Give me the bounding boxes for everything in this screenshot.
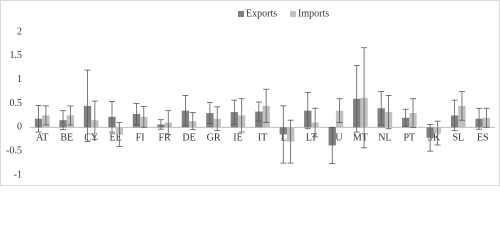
error-bar (206, 102, 213, 124)
x-tick-label: IE (233, 133, 242, 144)
x-tick-label: EE (110, 133, 122, 144)
error-bar (84, 69, 91, 143)
chart: -1 -0.5 0 0.5 1 1.5 2 Exports Imports AT BE CY EE FI F… (0, 0, 500, 186)
error-bar (214, 106, 221, 132)
error-bar (91, 100, 98, 140)
error-bar (165, 110, 172, 135)
error-bar (108, 101, 115, 133)
error-bar (189, 112, 196, 131)
error-bar (287, 119, 294, 164)
y-tick-label: -1 (14, 169, 22, 180)
x-tick-label: CY (84, 133, 98, 144)
error-bar (427, 124, 434, 152)
error-bar (35, 105, 42, 133)
error-bar (353, 64, 360, 133)
error-bar (378, 91, 385, 126)
x-tick-label: AT (36, 133, 48, 144)
error-bar (402, 108, 409, 127)
x-tick-label: SK (427, 133, 441, 144)
x-tick-label: GR (207, 133, 221, 144)
x-tick-label: FI (136, 133, 145, 144)
y-tick-label: 1.5 (10, 50, 23, 61)
error-bar (304, 92, 311, 130)
x-tick-label: BE (60, 133, 73, 144)
x-tick-label: SL (452, 133, 464, 144)
error-bar (483, 107, 490, 128)
error-bar (336, 98, 343, 123)
error-bar (157, 119, 164, 130)
error-bar (263, 88, 270, 123)
x-tick-label: PT (404, 133, 416, 144)
x-tick-label: LU (329, 133, 343, 144)
chart-border (0, 0, 500, 186)
x-tick-label: DE (182, 133, 195, 144)
legend-label: Imports (298, 8, 329, 19)
y-tick-label: 0.5 (10, 98, 23, 109)
y-tick-label: -0.5 (6, 145, 22, 156)
error-bar (458, 91, 465, 121)
error-bar (312, 107, 319, 138)
error-bar (476, 107, 483, 130)
x-tick-label: LT (306, 133, 317, 144)
legend-label: Exports (246, 8, 277, 19)
x-tick-label: IT (258, 133, 267, 144)
error-bar (140, 105, 147, 128)
y-tick-label: 2 (17, 26, 22, 37)
x-tick-label: FR (158, 133, 171, 144)
x-tick-label: ES (477, 133, 489, 144)
error-bar (182, 94, 189, 127)
legend-swatch (238, 11, 244, 17)
x-tick-label: MT (353, 133, 368, 144)
error-bar (231, 99, 238, 125)
error-bar (329, 126, 336, 164)
error-bar (451, 99, 458, 132)
error-bar (410, 98, 417, 128)
error-bar (280, 105, 287, 164)
error-bar (42, 105, 49, 126)
error-bar (116, 122, 123, 147)
error-bar (238, 98, 245, 133)
error-bar (434, 120, 441, 146)
y-tick-label: 0 (17, 122, 22, 133)
error-bar (255, 101, 262, 122)
error-bar (67, 105, 74, 126)
error-bar (133, 103, 140, 125)
error-bar (60, 110, 67, 131)
y-tick-label: 1 (17, 74, 22, 85)
error-bar (385, 94, 392, 130)
legend-swatch (290, 11, 296, 17)
error-bar (361, 47, 368, 149)
x-tick-label: NL (378, 133, 391, 144)
